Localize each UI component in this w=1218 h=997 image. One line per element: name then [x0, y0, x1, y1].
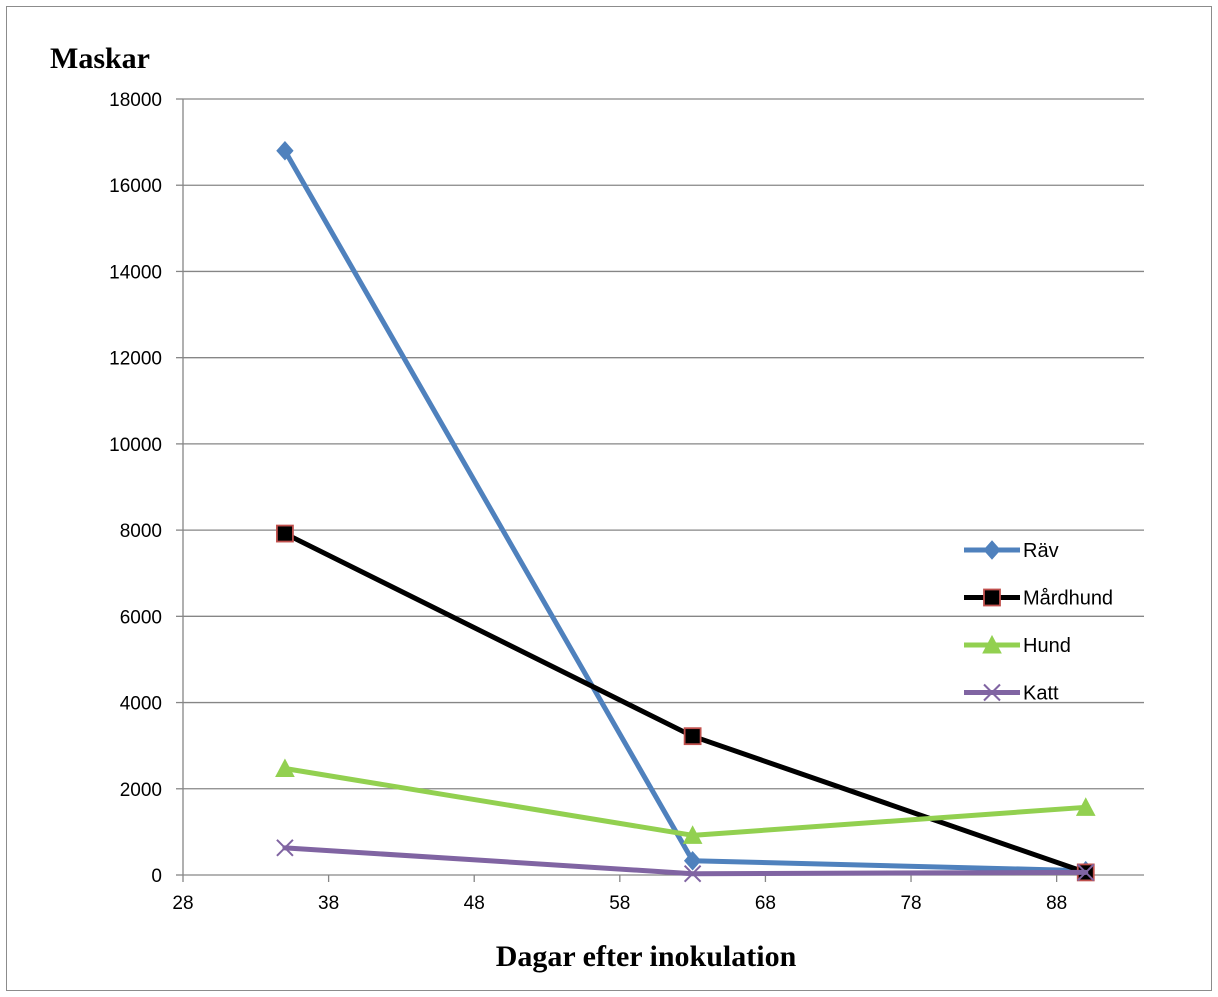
- marker-diamond: [683, 851, 702, 871]
- series-2: [275, 758, 1096, 844]
- axes: 0 2000 4000 6000 8000 10000 12000 14000 16000 180…: [109, 90, 1144, 914]
- marker-square: [276, 524, 294, 543]
- y-tick-label: 18000: [109, 90, 162, 111]
- y-tick-label: 0: [151, 866, 162, 887]
- marker-diamond: [276, 140, 294, 161]
- legend-entry: Hund: [964, 634, 1071, 657]
- y-axis-title: Maskar: [50, 42, 150, 75]
- marker-x-stroke: [983, 683, 1001, 702]
- x-tick-label: 58: [609, 893, 630, 914]
- marker-square: [983, 588, 1001, 607]
- data-point: [1075, 797, 1096, 816]
- legend-label: Räv: [1023, 540, 1059, 562]
- series-layer: [275, 140, 1096, 883]
- x-tick-label: 88: [1046, 893, 1067, 914]
- y-tick-label: 2000: [120, 780, 162, 801]
- y-tick-label: 4000: [120, 694, 162, 715]
- series-line: [282, 148, 1089, 874]
- marker-x-stroke: [276, 839, 294, 857]
- marker-triangle: [982, 634, 1002, 654]
- y-tick-label: 8000: [120, 521, 162, 542]
- gridlines: [183, 98, 1144, 790]
- x-tick-label: 28: [172, 893, 193, 914]
- legend-label: Mårdhund: [1023, 588, 1113, 610]
- y-tick-label: 12000: [109, 349, 162, 370]
- y-tick-label: 16000: [109, 176, 162, 197]
- data-point: [276, 140, 294, 161]
- marker-triangle: [275, 758, 295, 778]
- series-0: [276, 140, 1095, 881]
- legend-entry: Räv: [964, 540, 1059, 562]
- data-point: [682, 825, 703, 844]
- legend-label: Katt: [1023, 683, 1059, 705]
- marker-triangle: [1075, 797, 1096, 816]
- y-tick-label: 6000: [120, 607, 162, 628]
- y-tick-label: 14000: [109, 262, 162, 283]
- marker-x-stroke: [683, 864, 702, 883]
- chart-frame: [6, 6, 1212, 991]
- data-point: [683, 727, 702, 746]
- data-point: [1077, 863, 1095, 882]
- data-point: [275, 758, 295, 778]
- data-point: [276, 839, 294, 857]
- data-point: [683, 864, 702, 883]
- x-tick-label: 68: [755, 893, 776, 914]
- x-axis-title: Dagar efter inokulation: [496, 940, 797, 973]
- x-tick-label: 78: [900, 893, 921, 914]
- legend: Räv Mårdhund Hund Katt: [964, 540, 1113, 705]
- data-point: [683, 851, 702, 871]
- x-tick-label: 38: [318, 893, 339, 914]
- legend-entry: Mårdhund: [964, 588, 1113, 610]
- marker-diamond: [983, 540, 1001, 560]
- legend-entry: Katt: [964, 683, 1059, 705]
- series-3: [276, 839, 1095, 883]
- series-line: [282, 766, 1089, 838]
- data-point: [276, 524, 294, 543]
- legend-label: Hund: [1023, 635, 1071, 657]
- marker-square: [683, 727, 702, 746]
- x-tick-label: 48: [464, 893, 485, 914]
- y-tick-label: 10000: [109, 435, 162, 456]
- marker-triangle: [682, 825, 703, 844]
- marker-x-stroke: [1077, 863, 1095, 882]
